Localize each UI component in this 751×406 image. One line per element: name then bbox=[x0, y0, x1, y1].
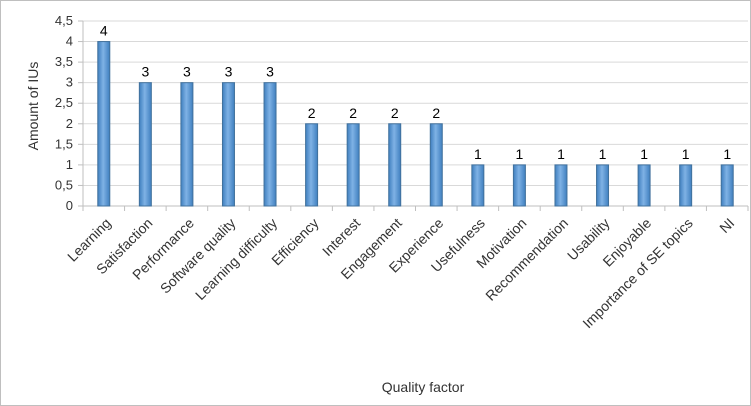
x-category-label: Software quality bbox=[157, 215, 239, 297]
bar bbox=[720, 164, 734, 207]
bar bbox=[596, 164, 610, 207]
y-tick-labels: 0 0,5 1 1,5 2 2,5 3 3,5 4 4,5 bbox=[55, 13, 73, 213]
data-label: 1 bbox=[640, 146, 648, 162]
y-tick-label: 4,5 bbox=[55, 13, 73, 28]
y-tick-label: 0,5 bbox=[55, 177, 73, 192]
data-label: 1 bbox=[682, 146, 690, 162]
data-labels: 4 3 3 3 3 2 2 2 2 1 1 1 1 1 1 1 bbox=[100, 23, 731, 162]
data-label: 3 bbox=[225, 64, 233, 80]
bar bbox=[346, 123, 360, 207]
data-label: 2 bbox=[349, 105, 357, 121]
bar bbox=[305, 123, 319, 207]
y-tick-label: 3,5 bbox=[55, 54, 73, 69]
data-label: 1 bbox=[599, 146, 607, 162]
bar bbox=[679, 164, 693, 207]
y-tick-label: 0 bbox=[66, 198, 73, 213]
bar bbox=[97, 41, 111, 207]
y-tick-label: 2 bbox=[66, 116, 73, 131]
x-category-label: NI bbox=[716, 215, 737, 236]
x-category-labels: LearningSatisfactionPerformanceSoftware … bbox=[64, 215, 737, 332]
data-label: 1 bbox=[516, 146, 524, 162]
y-tick-label: 3 bbox=[66, 75, 73, 90]
bars bbox=[97, 41, 734, 207]
data-label: 4 bbox=[100, 23, 108, 39]
data-label: 1 bbox=[474, 146, 482, 162]
bar bbox=[554, 164, 568, 207]
y-tick-label: 2,5 bbox=[55, 95, 73, 110]
data-label: 3 bbox=[266, 64, 274, 80]
data-label: 2 bbox=[308, 105, 316, 121]
y-tick-label: 1,5 bbox=[55, 136, 73, 151]
bar bbox=[263, 82, 277, 207]
data-label: 1 bbox=[723, 146, 731, 162]
y-tick-label: 4 bbox=[66, 34, 73, 49]
y-tick-label: 1 bbox=[66, 157, 73, 172]
data-label: 3 bbox=[183, 64, 191, 80]
bar bbox=[138, 82, 152, 207]
data-label: 3 bbox=[141, 64, 149, 80]
data-label: 2 bbox=[391, 105, 399, 121]
axes bbox=[78, 20, 749, 211]
gridlines bbox=[83, 20, 748, 186]
x-axis-title: Quality factor bbox=[382, 379, 465, 395]
y-axis-title: Amount of IUs bbox=[25, 62, 41, 151]
bar bbox=[471, 164, 485, 207]
bar bbox=[221, 82, 235, 207]
bar bbox=[388, 123, 402, 207]
bar bbox=[180, 82, 194, 207]
data-label: 1 bbox=[557, 146, 565, 162]
data-label: 2 bbox=[432, 105, 440, 121]
bar bbox=[512, 164, 526, 207]
bar bbox=[429, 123, 443, 207]
bar bbox=[637, 164, 651, 207]
